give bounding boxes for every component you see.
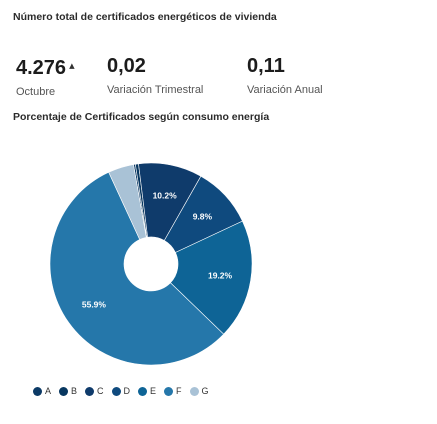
kpi-monthly-total: 4.276 ▴ Octubre [16,56,75,98]
legend-dot-icon [111,386,121,396]
legend-item-g[interactable]: G [189,386,209,396]
legend-dot-icon [138,386,148,396]
legend-label: F [176,386,182,396]
legend-item-f[interactable]: F [164,386,182,396]
legend-label: G [201,386,209,396]
kpi-monthly-value: 4.276 [16,57,67,79]
up-arrow-icon: ▴ [69,60,75,72]
slice-data-label-e: 19.2% [208,270,233,280]
legend-dot-icon [85,386,95,396]
legend-item-e[interactable]: E [138,386,156,396]
legend-label: D [123,386,131,396]
kpi-monthly-label: Octubre [16,86,56,98]
kpi-quarterly-label: Variación Trimestral [107,84,204,96]
legend-item-b[interactable]: B [59,386,77,396]
slice-data-label-d: 9.8% [193,211,213,221]
pie-slice-f[interactable] [49,171,225,366]
kpi-annual-value: 0,11 [247,55,285,77]
legend-label: A [45,386,52,396]
legend-dot-icon [164,386,174,396]
legend-item-a[interactable]: A [33,386,51,396]
slice-data-label-f: 55.9% [82,300,107,310]
pie-slice-e[interactable] [169,220,253,335]
legend-label: E [150,386,157,396]
certificates-total-title: Número total de certificados energéticos… [13,11,277,23]
legend-dot-icon [189,386,199,396]
kpi-quarterly-variation: 0,02 Variación Trimestral [107,56,203,96]
legend-dot-icon [33,386,42,396]
legend-label: B [71,386,78,396]
pie-slice-g[interactable] [108,164,147,240]
kpi-annual-label: Variación Anual [247,84,323,96]
chart-legend: A B C D E F G [33,386,217,396]
legend-item-d[interactable]: D [111,386,131,396]
kpi-annual-variation: 0,11 Variación Anual [247,56,323,96]
chart-title: Porcentaje de Certificados según consumo… [13,111,270,123]
kpi-quarterly-value: 0,02 [107,55,146,77]
legend-label: C [97,386,104,396]
slice-data-label-c: 10.2% [153,190,178,200]
legend-item-c[interactable]: C [85,386,104,396]
legend-dot-icon [59,386,69,396]
